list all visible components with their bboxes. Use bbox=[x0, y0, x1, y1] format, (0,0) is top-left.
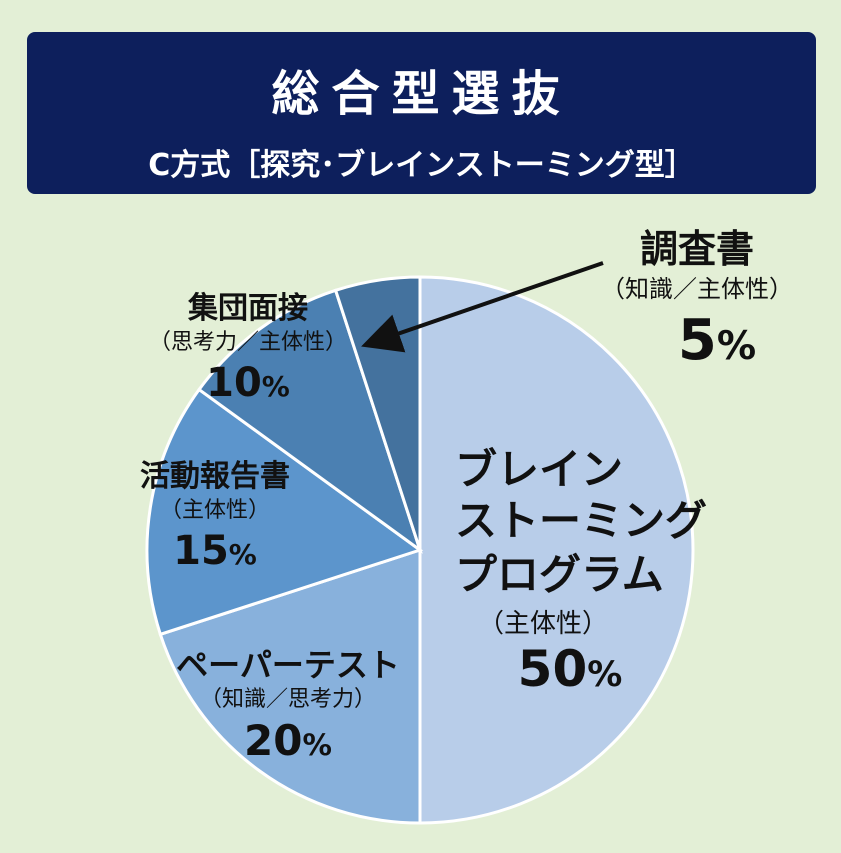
page-title: 総合型選抜 bbox=[271, 66, 572, 122]
slice-sub-interview: （思考力／主体性） bbox=[148, 330, 347, 355]
slice-sub-brainstorm: （主体性） bbox=[477, 609, 608, 639]
slice-name-brainstorm-2: ストーミング bbox=[455, 496, 708, 545]
slice-name-brainstorm-3: プログラム bbox=[455, 550, 664, 599]
slice-pct-brainstorm: 50% bbox=[517, 640, 623, 698]
slice-sub-paper: （知識／思考力） bbox=[199, 687, 376, 712]
slice-pct-interview: 10% bbox=[206, 360, 290, 406]
slice-sub-survey: （知識／主体性） bbox=[601, 275, 793, 303]
slice-label-interview: 集団面接 （思考力／主体性） 10% bbox=[128, 290, 368, 412]
slice-label-brainstorm: ブレイン ストーミング プログラム bbox=[455, 446, 725, 602]
slice-name-paper: ペーパーテスト bbox=[176, 646, 400, 684]
slice-name-report: 活動報告書 bbox=[140, 459, 290, 494]
slice-pct-survey: 5% bbox=[677, 308, 757, 373]
slice-brainstorm bbox=[418, 275, 695, 825]
slice-name-survey: 調査書 bbox=[639, 227, 754, 271]
page-subtitle: C方式［探究･ブレインストーミング型］ bbox=[148, 148, 695, 183]
slice-label-report: 活動報告書 （主体性） 15% bbox=[115, 458, 315, 580]
slice-paper bbox=[158, 547, 422, 825]
slice-report bbox=[145, 387, 424, 637]
slice-interview bbox=[197, 288, 423, 554]
slice-pct-brainstorm-wrap: 50% bbox=[480, 640, 660, 698]
slice-label-survey: 調査書 （知識／主体性） 5% bbox=[572, 225, 822, 383]
slice-name-interview: 集団面接 bbox=[188, 291, 308, 326]
survey-callout-arrow bbox=[361, 261, 604, 353]
slice-sub-report: （主体性） bbox=[159, 498, 270, 523]
slice-pct-paper: 20% bbox=[244, 716, 332, 765]
header-banner: 総合型選抜 C方式［探究･ブレインストーミング型］ bbox=[27, 32, 816, 194]
slice-pct-report: 15% bbox=[173, 528, 257, 574]
slice-name-brainstorm-1: ブレイン bbox=[455, 445, 624, 494]
slice-sub-brainstorm-wrap: （主体性） bbox=[468, 603, 618, 640]
slice-label-paper: ペーパーテスト （知識／思考力） 20% bbox=[168, 645, 408, 771]
